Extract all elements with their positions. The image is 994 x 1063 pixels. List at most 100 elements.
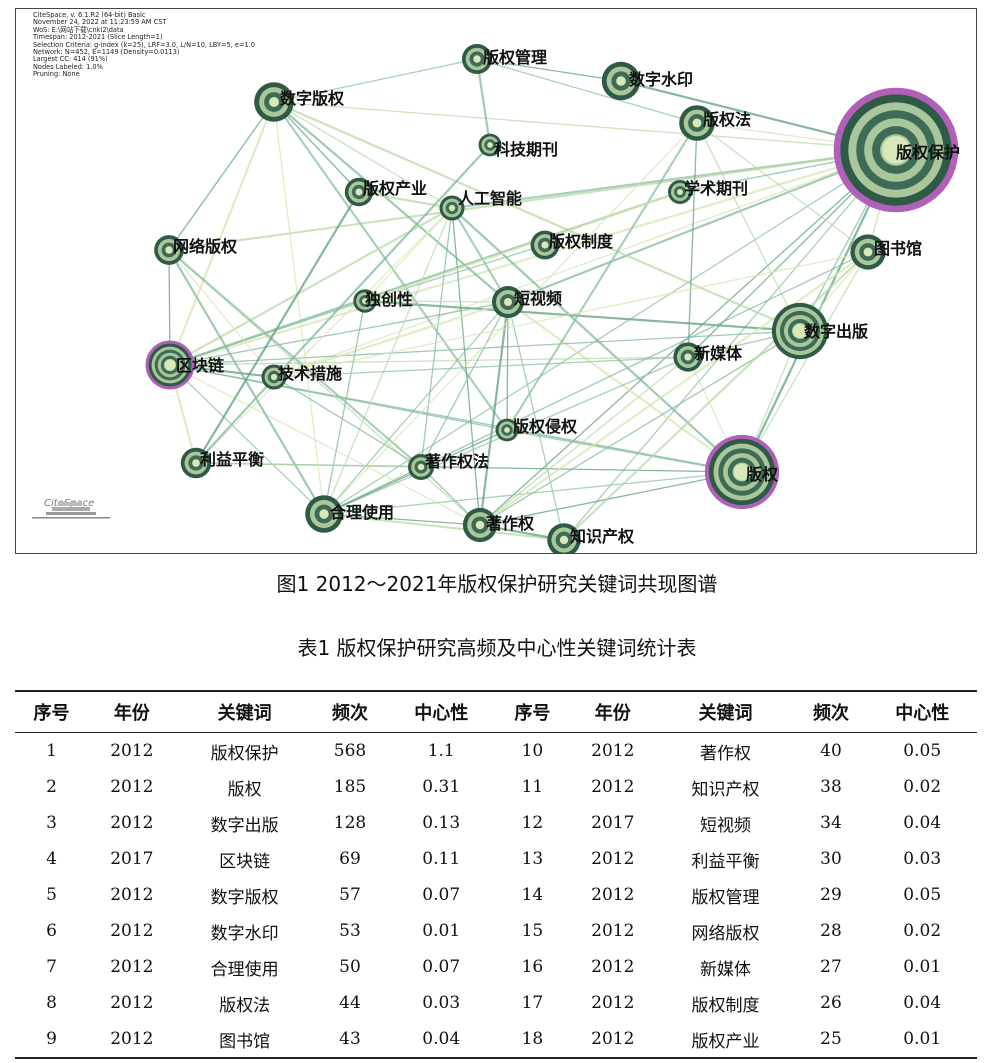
network-edge — [273, 100, 801, 333]
table-cell: 著作权 — [700, 743, 752, 764]
network-edge — [169, 364, 508, 431]
table-cell: 2012 — [110, 885, 154, 905]
network-node — [439, 195, 465, 221]
network-edge — [169, 301, 509, 366]
node-label: 合理使用 — [330, 503, 394, 522]
network-edge — [168, 249, 325, 515]
table-cell: 版权产业 — [656, 1021, 795, 1059]
network-edge — [323, 301, 509, 515]
network-node — [668, 180, 692, 204]
table-row: 4 2017 区块链 69 0.11 13 2012 利益平衡 30 0.03 — [15, 841, 977, 877]
node-label: 数字出版 — [804, 322, 868, 341]
node-label: 网络版权 — [173, 237, 238, 256]
network-edge — [323, 512, 565, 542]
table-cell: 0.04 — [386, 1021, 496, 1059]
table-cell: 11 — [521, 777, 544, 797]
table-cell: 0.03 — [903, 849, 942, 869]
table-cell: 数字水印 — [210, 923, 279, 944]
keyword-network-figure: CiteSpace, v. 6.1.R2 (64-bit) Basic Novem… — [15, 8, 977, 554]
network-edge — [273, 300, 509, 379]
column-header: 关键词 — [175, 691, 314, 733]
table-cell: 26 — [820, 993, 842, 1013]
table-cell: 5 — [46, 885, 57, 905]
table-cell: 区块链 — [219, 851, 271, 872]
table-cell: 0.03 — [422, 993, 461, 1013]
table-cell: 0.04 — [903, 993, 942, 1013]
meta-line: WoS: E:\网站下载\cnki2\data — [33, 25, 124, 34]
network-node — [344, 177, 374, 207]
network-edge — [479, 471, 743, 526]
table-cell: 7 — [46, 957, 57, 977]
network-edge — [563, 149, 897, 541]
network-edge — [169, 364, 325, 515]
table-cell: 版权制度 — [691, 995, 760, 1016]
node-core — [165, 246, 173, 254]
table-cell: 0.05 — [903, 885, 942, 905]
network-node — [833, 87, 959, 213]
network-edge — [273, 101, 325, 515]
table-cell: 0.02 — [903, 777, 942, 797]
table-row: 7 2012 合理使用 50 0.07 16 2012 新媒体 27 0.01 — [15, 949, 977, 985]
meta-line: CiteSpace, v. 6.1.R2 (64-bit) Basic — [33, 11, 146, 19]
table-cell: 数字出版 — [210, 815, 279, 836]
network-edge — [169, 330, 801, 366]
network-edge — [273, 149, 897, 378]
node-core — [882, 136, 910, 164]
network-edge — [358, 190, 453, 210]
table-caption: 表1 版权保护研究高频及中心性关键词统计表 — [297, 636, 697, 660]
table-cell: 0.04 — [903, 813, 942, 833]
network-edge — [168, 148, 897, 252]
column-header: 序号 — [15, 691, 88, 733]
table-cell: 1 — [46, 741, 57, 761]
node-core — [473, 55, 481, 63]
node-label: 人工智能 — [458, 189, 522, 208]
network-edge — [364, 299, 801, 333]
node-label: 版权管理 — [482, 48, 547, 67]
network-node — [180, 447, 212, 479]
table-cell: 2012 — [591, 921, 635, 941]
network-edge — [507, 301, 743, 473]
network-edge — [168, 249, 275, 378]
table-cell: 3 — [46, 813, 57, 833]
network-node — [154, 235, 184, 265]
table-cell: 0.07 — [422, 957, 461, 977]
network-edge — [168, 249, 422, 468]
table-cell: 10 — [521, 741, 544, 761]
table-cell: 0.02 — [903, 921, 942, 941]
node-core — [192, 459, 200, 467]
network-edge — [323, 207, 453, 515]
network-node — [254, 82, 294, 122]
table-cell: 69 — [339, 849, 361, 869]
node-label: 独创性 — [365, 290, 413, 309]
table-cell: 版权法 — [219, 995, 271, 1016]
network-edge — [169, 148, 897, 367]
node-label: 版权保护 — [895, 143, 960, 162]
table-cell: 0.07 — [422, 885, 461, 905]
table-cell: 2012 — [591, 885, 635, 905]
table-cell: 2017 — [110, 849, 154, 869]
network-edge — [507, 301, 565, 541]
meta-line: Network: N=452, E=1149 (Density=0.0113) — [33, 48, 180, 57]
node-core — [475, 520, 485, 530]
meta-line: Timespan: 2012-2021 (Slice Length=1) — [33, 33, 163, 42]
node-label: 数字水印 — [629, 70, 693, 89]
table-row: 9 2012 图书馆 43 0.04 18 2012 版权产业 25 0.01 — [15, 1021, 977, 1059]
node-label: 著作权 — [485, 514, 535, 533]
table-cell: 53 — [339, 921, 361, 941]
network-edge — [476, 58, 622, 82]
table-cell: 2012 — [110, 957, 154, 977]
table-cell: 0.13 — [422, 813, 461, 833]
meta-line: November 24, 2022 at 11:23:59 AM CST — [33, 18, 167, 27]
network-edge — [169, 364, 481, 526]
network-edge — [273, 101, 360, 193]
network-edge — [273, 101, 453, 209]
table-cell: 44 — [339, 993, 361, 1013]
table-cell: 2 — [46, 777, 57, 797]
table-cell: 6 — [46, 921, 57, 941]
network-edge — [696, 122, 801, 332]
node-core — [559, 535, 569, 545]
node-label: 著作权法 — [424, 452, 489, 471]
node-label: 学术期刊 — [684, 179, 748, 198]
